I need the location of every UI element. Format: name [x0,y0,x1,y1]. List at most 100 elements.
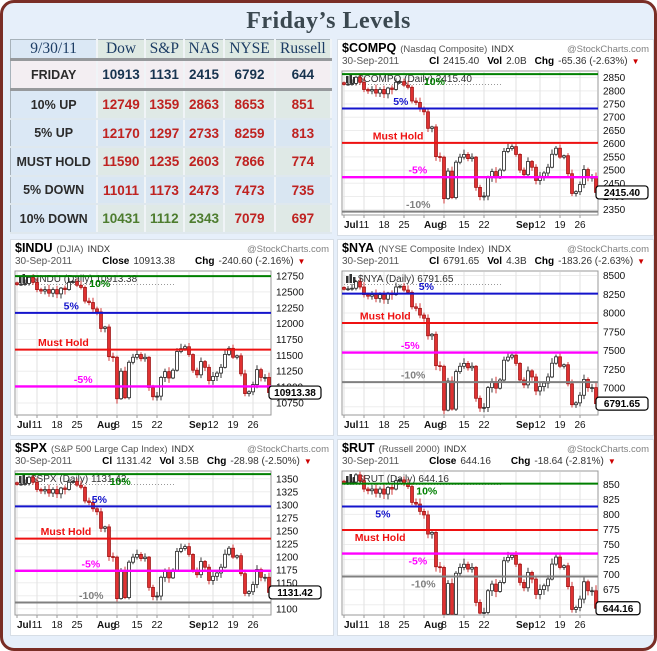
chart-description: (Russell 2000) [378,444,440,455]
svg-text:26: 26 [574,420,586,431]
chart-exchange-label: INDX [488,244,512,255]
level-label: Must Hold [360,311,411,323]
stockcharts-attribution-link[interactable]: @StockCharts.com [567,44,649,55]
stockcharts-attribution-link[interactable]: @StockCharts.com [567,244,649,255]
key-level-lines: 10%5%Must Hold-5%-10% [342,73,598,213]
svg-text:15: 15 [458,620,470,631]
level-label: -10% [411,578,436,590]
svg-text:11: 11 [359,620,370,631]
level-label: 5% [64,300,80,312]
stockcharts-attribution-link[interactable]: @StockCharts.com [247,244,329,255]
svg-text:19: 19 [227,620,239,631]
svg-text:8: 8 [441,620,447,631]
level-value-cell: 11590 [97,147,146,177]
svg-text:700: 700 [603,570,620,581]
key-level-lines: 10% 5% Must Hold -5% [15,275,271,388]
level-value-cell: 1359 [144,89,185,121]
chart-panel-indu: $INDU (DJIA) INDX @StockCharts.com 30-Sep-20… [10,239,334,436]
svg-text:18: 18 [51,420,63,431]
level-label: 5% [375,509,391,521]
chart-panel-compq: $COMPQ (Nasdaq Composite) INDX @StockCharts… [337,39,654,236]
chart-date: 30-Sep-2011 [15,456,73,467]
svg-text:22: 22 [478,420,490,431]
last-price-box: 2415.40 [595,185,649,200]
svg-text:675: 675 [603,585,620,596]
svg-text:2700: 2700 [603,113,626,124]
chart-panel-rut: $RUT (Russell 2000) INDX @StockCharts.com 30… [337,439,654,636]
volume-key: Vol [487,256,503,267]
chart-date: 30-Sep-2011 [15,256,73,267]
column-header-nyse: NYSE [224,39,276,61]
level-value-cell: 1112 [144,204,185,234]
svg-text:19: 19 [554,220,566,231]
chart-panel-spx: $SPX (S&P 500 Large Cap Index) INDX @StockC… [10,439,334,636]
row-label-cell: MUST HOLD [10,147,99,177]
svg-text:18: 18 [51,620,63,631]
svg-text:15: 15 [458,220,470,231]
svg-text:1200: 1200 [276,552,299,563]
chart-description: (NYSE Composite Index) [378,244,485,255]
close-value: 6791.65 [443,256,480,267]
stockcharts-attribution-link[interactable]: @StockCharts.com [567,444,649,455]
level-value-cell: 774 [274,147,333,177]
svg-text:1325: 1325 [276,487,299,498]
level-value-cell: 697 [274,204,333,234]
svg-text:26: 26 [247,620,259,631]
chart-symbol: $COMPQ [342,41,397,55]
chart-symbol: $NYA [342,241,375,255]
svg-text:11: 11 [359,420,370,431]
level-value-cell: 2343 [183,204,226,234]
level-value-cell: 2733 [183,119,226,149]
close-key: Close [102,256,130,267]
svg-text:22: 22 [151,420,163,431]
level-label: -5% [409,556,428,568]
table-row: 5% UP 12170 1297 2733 8259 813 [10,119,333,149]
svg-text:8: 8 [114,620,120,631]
level-label: Must Hold [41,526,92,538]
svg-text:1150: 1150 [276,578,298,589]
level-value-cell: 813 [274,119,333,149]
svg-text:7750: 7750 [603,327,626,338]
svg-text:$COMPQ (Daily) 2415.40: $COMPQ (Daily) 2415.40 [358,74,472,85]
svg-text:8: 8 [114,420,120,431]
close-key: Cl [429,56,440,67]
column-header-nas: NAS [183,39,226,61]
level-value-cell: 12170 [97,119,146,149]
svg-text:825: 825 [603,495,620,506]
svg-text:15: 15 [131,620,143,631]
column-header-russell: Russell [274,39,333,61]
level-value-cell: 7079 [224,204,276,234]
change-value: -18.64 (-2.81%) [534,456,604,467]
level-value-cell: 10431 [97,204,146,234]
change-value: -240.60 (-2.16%) [218,256,294,267]
level-value-cell: 851 [274,89,333,121]
svg-text:$INDU (Daily) 10913.38: $INDU (Daily) 10913.38 [31,274,138,285]
table-row: 10% DOWN 10431 1112 2343 7079 697 [10,204,333,234]
last-price-box: 10913.38 [268,385,322,400]
svg-text:2550: 2550 [603,152,626,163]
key-level-lines: 10%5%Must Hold-5%-10% [342,482,598,590]
svg-text:1300: 1300 [276,500,299,511]
svg-text:26: 26 [574,220,586,231]
level-value-cell: 7866 [224,147,276,177]
svg-text:7500: 7500 [603,346,626,357]
chart-description: (DJIA) [56,244,84,255]
gridlines [343,472,597,618]
close-value: 10913.38 [133,256,176,267]
svg-text:Aug: Aug [424,420,443,431]
stockcharts-attribution-link[interactable]: @StockCharts.com [247,444,329,455]
level-value-cell: 8653 [224,89,276,121]
svg-text:18: 18 [378,220,390,231]
svg-text:Sep: Sep [516,620,534,631]
svg-text:26: 26 [574,620,586,631]
svg-text:8: 8 [441,220,447,231]
level-label: 5% [92,494,108,506]
level-value-cell: 2473 [183,175,226,206]
key-level-lines: 10%5%Must Hold-5%-10% [15,473,271,604]
svg-text:12: 12 [534,420,546,431]
svg-text:775: 775 [603,525,620,536]
svg-text:25: 25 [398,420,410,431]
